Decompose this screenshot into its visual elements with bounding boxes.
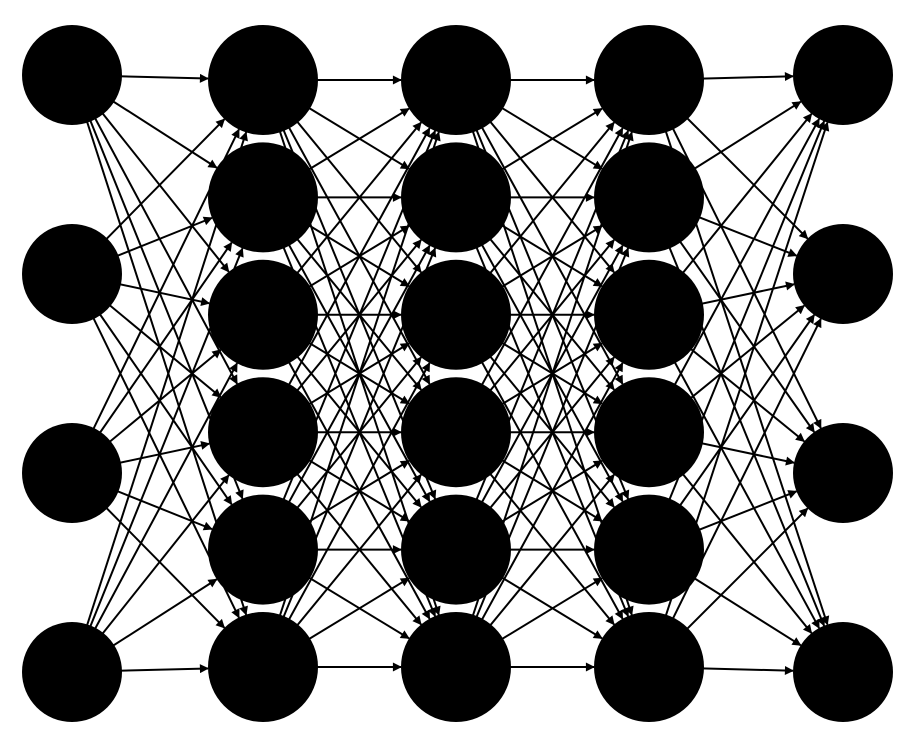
node-L3-5 [594,612,704,722]
node-L2-1 [401,142,511,252]
node-L0-3 [22,622,122,722]
node-L4-2 [793,423,893,523]
node-L2-5 [401,612,511,722]
node-L1-3 [208,377,318,487]
node-L3-3 [594,377,704,487]
node-L2-0 [401,25,511,135]
node-L2-2 [401,260,511,370]
node-L0-2 [22,423,122,523]
nodes-group [22,25,893,722]
neural-network-diagram [0,0,924,747]
node-L4-0 [793,25,893,125]
node-L4-3 [793,622,893,722]
node-L1-0 [208,25,318,135]
node-L1-2 [208,260,318,370]
node-L4-1 [793,224,893,324]
node-L3-0 [594,25,704,135]
node-L2-4 [401,495,511,605]
node-L1-4 [208,495,318,605]
edge [72,363,237,672]
edge [72,75,237,384]
node-L0-1 [22,224,122,324]
node-L1-1 [208,142,318,252]
node-L0-0 [22,25,122,125]
node-L1-5 [208,612,318,722]
node-L3-2 [594,260,704,370]
node-L3-1 [594,142,704,252]
node-L3-4 [594,495,704,605]
node-L2-3 [401,377,511,487]
